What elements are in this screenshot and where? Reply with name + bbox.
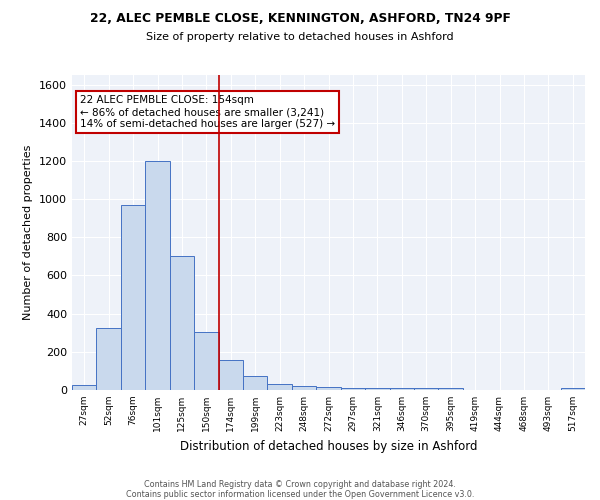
Bar <box>341 388 365 390</box>
Bar <box>218 360 243 390</box>
Bar <box>414 388 439 390</box>
Text: Contains public sector information licensed under the Open Government Licence v3: Contains public sector information licen… <box>126 490 474 499</box>
Text: Contains HM Land Registry data © Crown copyright and database right 2024.: Contains HM Land Registry data © Crown c… <box>144 480 456 489</box>
Bar <box>292 386 316 390</box>
Bar <box>121 205 145 390</box>
Y-axis label: Number of detached properties: Number of detached properties <box>23 145 34 320</box>
Text: Size of property relative to detached houses in Ashford: Size of property relative to detached ho… <box>146 32 454 42</box>
Bar <box>72 385 97 390</box>
Bar <box>316 387 341 390</box>
Bar <box>145 161 170 390</box>
Bar <box>194 332 218 390</box>
Text: 22 ALEC PEMBLE CLOSE: 154sqm
← 86% of detached houses are smaller (3,241)
14% of: 22 ALEC PEMBLE CLOSE: 154sqm ← 86% of de… <box>80 96 335 128</box>
Text: 22, ALEC PEMBLE CLOSE, KENNINGTON, ASHFORD, TN24 9PF: 22, ALEC PEMBLE CLOSE, KENNINGTON, ASHFO… <box>89 12 511 26</box>
Bar <box>560 388 585 390</box>
Bar <box>439 388 463 390</box>
Bar <box>268 384 292 390</box>
Bar <box>97 328 121 390</box>
Bar <box>170 256 194 390</box>
Bar <box>365 388 389 390</box>
Bar <box>243 376 268 390</box>
Bar <box>389 388 414 390</box>
X-axis label: Distribution of detached houses by size in Ashford: Distribution of detached houses by size … <box>180 440 477 452</box>
